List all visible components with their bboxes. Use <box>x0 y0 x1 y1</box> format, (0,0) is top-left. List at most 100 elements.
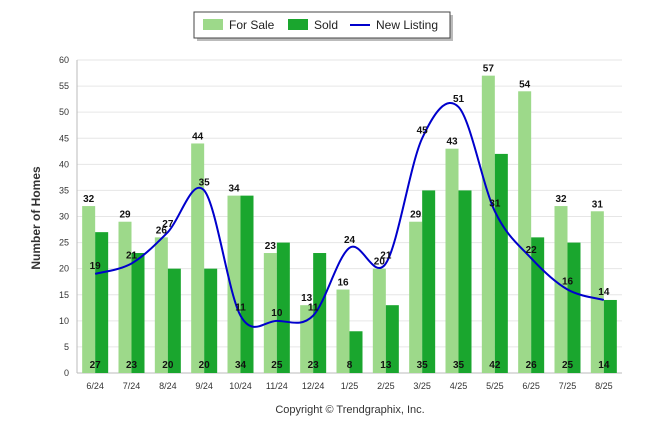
sold-value-label: 14 <box>598 360 610 371</box>
bar-for-sale <box>336 289 350 373</box>
for-sale-value-label: 26 <box>156 225 168 236</box>
for-sale-value-label: 44 <box>192 131 204 142</box>
sold-value-label: 26 <box>526 360 538 371</box>
bar-sold <box>240 195 254 373</box>
for-sale-value-label: 29 <box>119 210 131 221</box>
y-tick-label: 60 <box>59 55 69 65</box>
y-tick-label: 55 <box>59 81 69 91</box>
new-listing-value-label: 11 <box>308 303 319 314</box>
bar-for-sale <box>372 268 386 373</box>
new-listing-value-label: 10 <box>271 308 283 319</box>
new-listing-value-label: 16 <box>562 277 574 288</box>
sold-value-label: 23 <box>308 360 320 371</box>
sold-value-label: 35 <box>417 360 429 371</box>
bar-sold <box>349 331 363 373</box>
for-sale-value-label: 23 <box>265 241 277 252</box>
sold-value-label: 8 <box>347 360 353 371</box>
new-listing-value-label: 51 <box>453 94 465 105</box>
sold-value-label: 34 <box>235 360 247 371</box>
new-listing-series-line <box>94 102 605 328</box>
x-tick-label: 3/25 <box>413 381 431 391</box>
x-tick-label: 1/25 <box>341 381 359 391</box>
new-listing-value-label: 22 <box>526 245 538 256</box>
new-listing-value-label: 11 <box>235 303 246 314</box>
bar-for-sale <box>481 75 495 374</box>
bar-sold <box>422 190 436 373</box>
x-tick-label: 4/25 <box>450 381 468 391</box>
bar-for-sale <box>227 195 241 373</box>
for-sale-value-label: 43 <box>446 137 458 148</box>
for-sale-value-label: 34 <box>228 184 240 195</box>
sold-value-label: 23 <box>126 360 138 371</box>
x-tick-label: 12/24 <box>302 381 325 391</box>
legend-label-new-listing: New Listing <box>376 18 438 32</box>
bar-for-sale <box>263 253 277 373</box>
bar-sold <box>95 232 109 373</box>
y-tick-label: 50 <box>59 107 69 117</box>
x-tick-label: 6/25 <box>522 381 540 391</box>
y-tick-label: 0 <box>64 368 69 378</box>
x-tick-label: 10/24 <box>229 381 252 391</box>
new-listing-value-label: 31 <box>489 198 501 209</box>
for-sale-value-label: 54 <box>519 79 531 90</box>
bar-sold <box>603 299 617 373</box>
x-tick-label: 8/24 <box>159 381 177 391</box>
y-tick-label: 15 <box>59 290 69 300</box>
for-sale-value-label: 13 <box>301 293 313 304</box>
x-tick-label: 6/24 <box>86 381 104 391</box>
new-listing-value-label: 21 <box>126 250 138 261</box>
copyright-credit: Copyright © Trendgraphix, Inc. <box>275 404 424 416</box>
new-listing-value-label: 24 <box>344 235 356 246</box>
bar-sold <box>385 305 399 373</box>
bar-sold <box>313 253 327 373</box>
bar-for-sale <box>518 91 532 374</box>
y-axis-label: Number of Homes <box>29 166 43 270</box>
x-tick-label: 7/24 <box>123 381 141 391</box>
bar-for-sale <box>445 148 459 373</box>
y-axis-ticks: 0 5 10 15 20 25 30 35 40 45 50 55 60 <box>59 55 69 378</box>
legend-swatch-for-sale <box>203 19 223 30</box>
for-sale-value-label: 57 <box>483 64 495 75</box>
y-tick-label: 45 <box>59 133 69 143</box>
bar-sold <box>204 268 218 373</box>
x-axis-ticks: 6/24 7/24 8/24 9/24 10/24 11/24 12/24 1/25 2/25 3… <box>86 381 612 391</box>
for-sale-value-label: 16 <box>337 278 349 289</box>
bar-for-sale <box>82 206 96 373</box>
for-sale-value-label: 32 <box>83 194 95 205</box>
bar-sold <box>276 242 290 373</box>
x-tick-label: 2/25 <box>377 381 395 391</box>
y-tick-label: 30 <box>59 212 69 222</box>
y-tick-label: 35 <box>59 185 69 195</box>
bar-sold <box>531 237 545 373</box>
bar-for-sale <box>191 143 205 373</box>
sold-value-label: 13 <box>380 360 392 371</box>
legend-swatch-sold <box>288 19 308 30</box>
x-tick-label: 11/24 <box>266 381 288 391</box>
bar-sold <box>458 190 472 373</box>
x-tick-label: 5/25 <box>486 381 504 391</box>
bars <box>82 75 617 374</box>
new-listing-value-label: 14 <box>598 287 610 298</box>
new-listing-value-label: 19 <box>90 261 102 272</box>
bar-for-sale <box>590 211 604 373</box>
data-labels: 32 27 29 23 26 20 44 20 34 34 23 25 13 23 16 8 20 13 29 35 4… <box>83 64 610 371</box>
sold-value-label: 42 <box>489 360 501 371</box>
for-sale-value-label: 20 <box>374 257 386 268</box>
x-tick-label: 7/25 <box>559 381 577 391</box>
for-sale-value-label: 31 <box>592 199 604 210</box>
bar-sold <box>167 268 181 373</box>
y-tick-label: 10 <box>59 316 69 326</box>
for-sale-value-label: 29 <box>410 210 422 221</box>
bar-for-sale <box>118 221 132 373</box>
legend: For Sale Sold New Listing <box>193 11 453 41</box>
x-tick-label: 8/25 <box>595 381 613 391</box>
new-listing-line <box>94 102 605 328</box>
legend-label-sold: Sold <box>314 18 338 32</box>
bar-sold <box>131 253 145 373</box>
sold-value-label: 20 <box>199 360 211 371</box>
sold-value-label: 25 <box>562 360 574 371</box>
for-sale-value-label: 32 <box>555 194 567 205</box>
sold-value-label: 27 <box>90 360 102 371</box>
bar-sold <box>494 153 508 373</box>
